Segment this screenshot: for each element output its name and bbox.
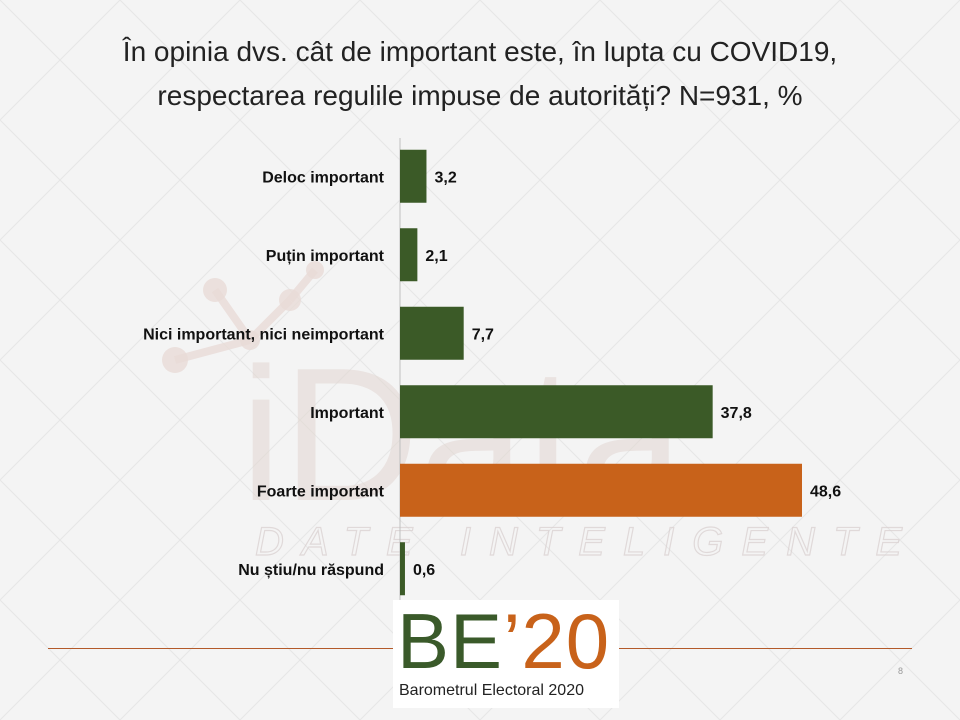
- category-label-1: Puțin important: [266, 248, 385, 265]
- bar-5: [400, 542, 405, 596]
- category-label-5: Nu știu/nu răspund: [238, 562, 384, 579]
- value-label-2: 7,7: [472, 326, 494, 343]
- bar-2: [400, 306, 464, 360]
- chart-title: În opinia dvs. cât de important este, în…: [40, 30, 920, 118]
- category-label-0: Deloc important: [262, 169, 384, 186]
- bar-0: [400, 149, 427, 203]
- value-label-1: 2,1: [425, 248, 447, 265]
- logo-be-text: BE: [397, 597, 504, 685]
- value-label-0: 3,2: [434, 169, 456, 186]
- value-label-4: 48,6: [810, 483, 841, 500]
- chart-title-line-1: În opinia dvs. cât de important este, în…: [122, 36, 838, 67]
- logo-mark: BE’20: [397, 596, 610, 686]
- chart-title-line-2: respectarea regulile impuse de autorităț…: [157, 80, 803, 111]
- barometru-logo: BE’20 Barometrul Electoral 2020: [393, 597, 619, 708]
- category-label-2: Nici important, nici neimportant: [143, 326, 385, 343]
- value-label-5: 0,6: [413, 562, 435, 579]
- page-number: 8: [898, 666, 904, 676]
- watermark-tagline: DATE INTELIGENTE: [255, 520, 920, 564]
- bar-4: [400, 463, 802, 517]
- bar-1: [400, 228, 418, 282]
- bar-3: [400, 385, 713, 439]
- value-label-3: 37,8: [721, 405, 752, 422]
- logo-subtitle: Barometrul Electoral 2020: [399, 682, 584, 699]
- category-label-3: Important: [310, 405, 384, 422]
- logo-year-text: ’20: [503, 597, 611, 685]
- category-label-4: Foarte important: [257, 483, 385, 500]
